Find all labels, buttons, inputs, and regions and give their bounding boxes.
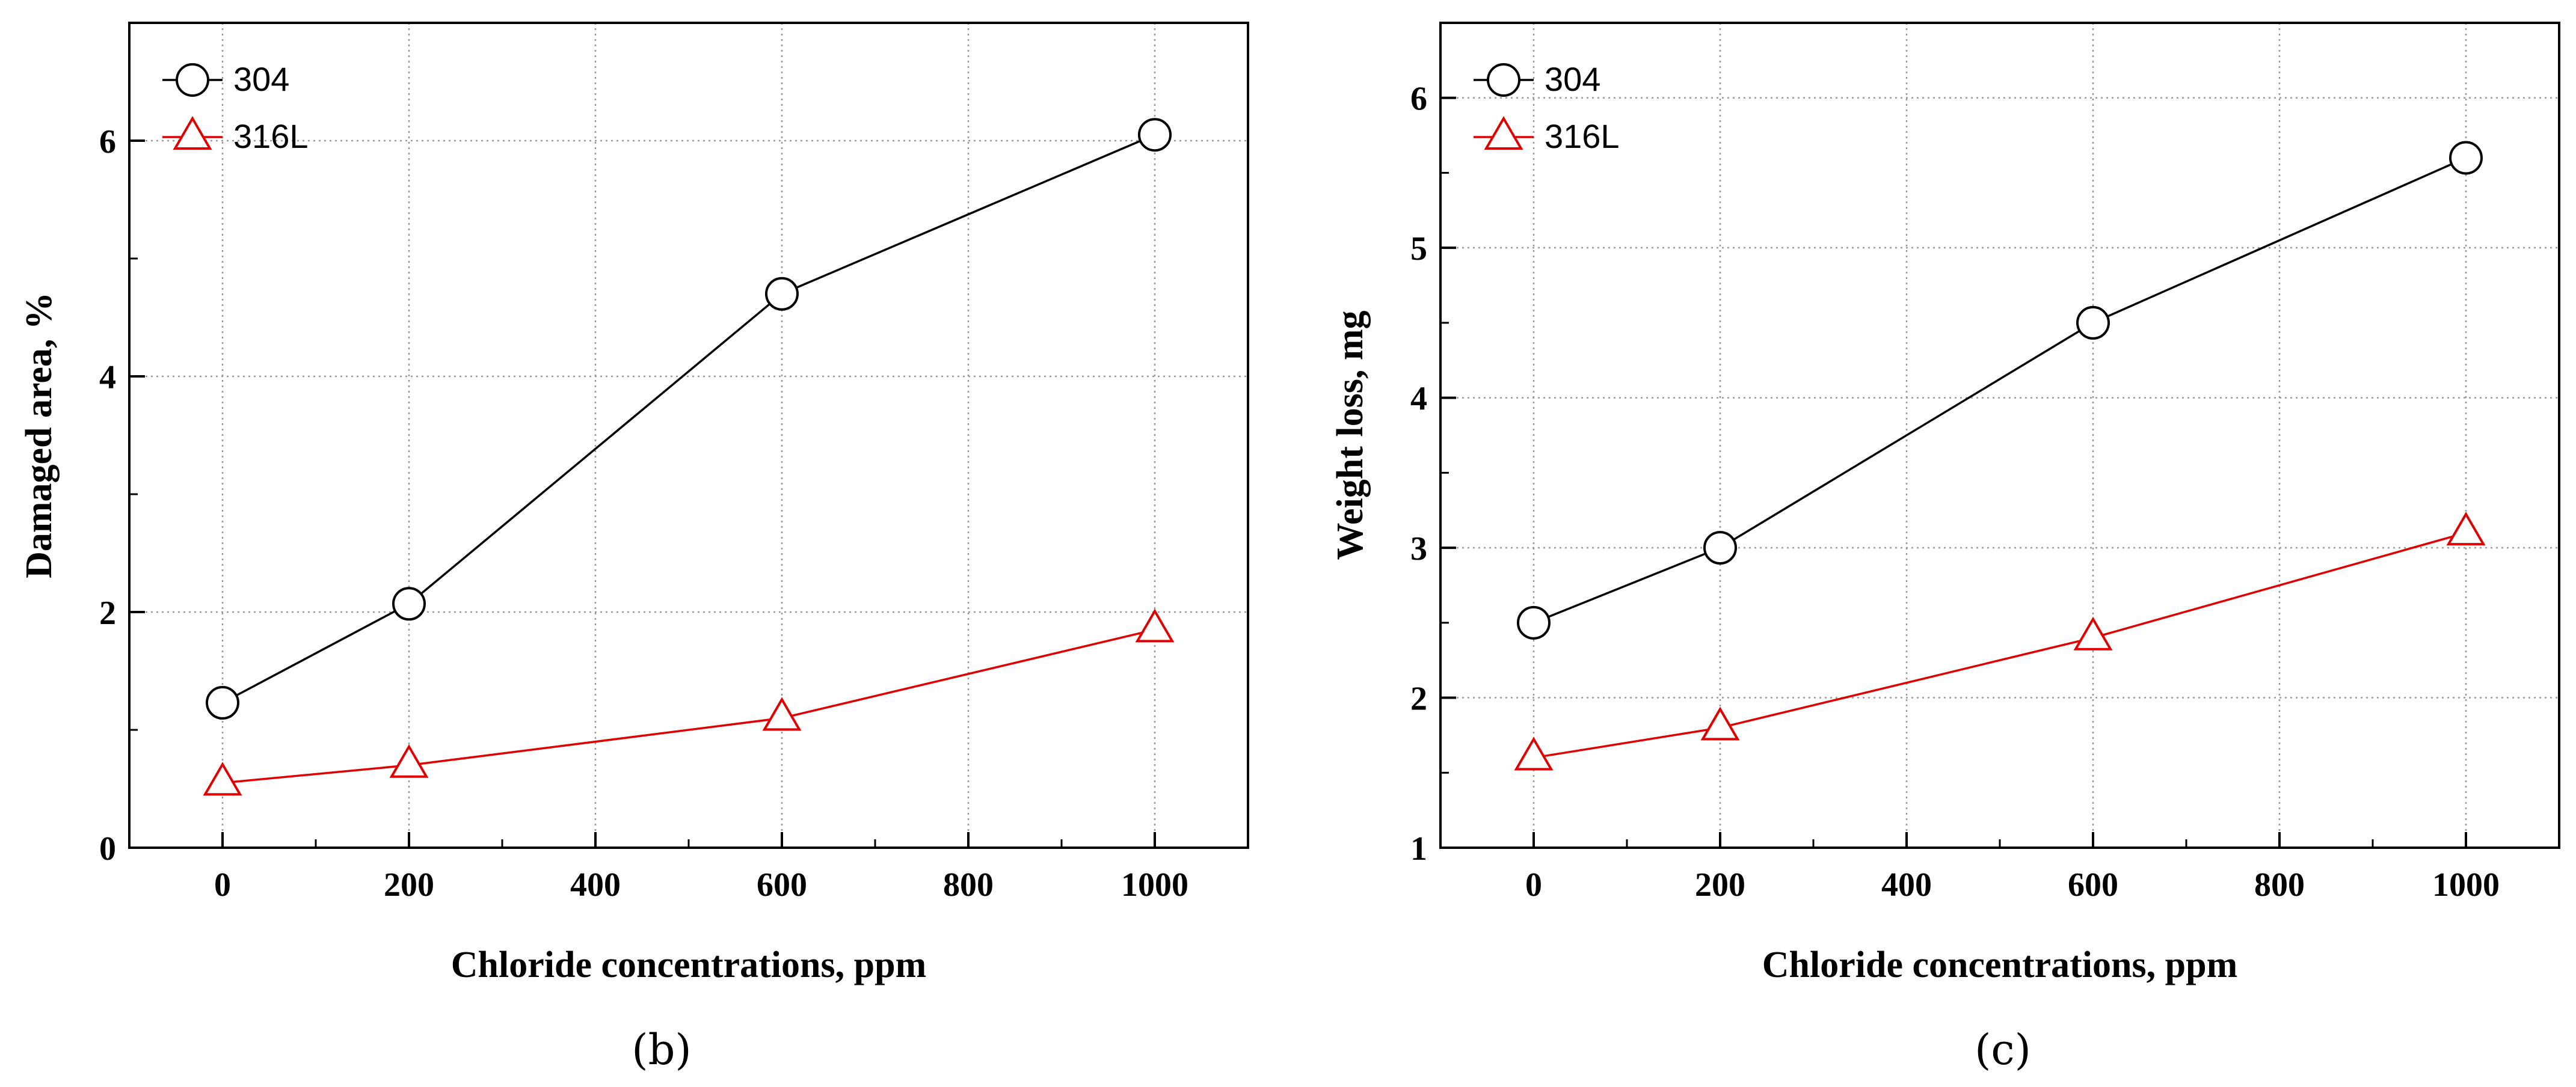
- series-line: [1533, 156, 2467, 624]
- data-point-circle: [1703, 531, 1737, 565]
- x-tick-label: 200: [384, 866, 434, 904]
- data-point-circle: [176, 63, 209, 97]
- y-tick-label: 2: [99, 595, 116, 632]
- data-point-triangle: [1135, 608, 1175, 643]
- data-point-circle: [2076, 305, 2110, 340]
- data-point-triangle: [1484, 116, 1523, 150]
- x-tick-label: 200: [1695, 866, 1745, 904]
- x-tick-label: 400: [570, 866, 621, 904]
- series-304: [1517, 141, 2483, 640]
- y-tick-label: 6: [1410, 81, 1427, 118]
- x-tick-label: 600: [757, 866, 807, 904]
- x-tick-label: 0: [214, 866, 231, 904]
- x-tick-label: 800: [943, 866, 994, 904]
- panel-label: (c): [1975, 1025, 2031, 1074]
- data-point-circle: [1138, 118, 1172, 152]
- data-point-circle: [206, 685, 239, 720]
- legend-entry-316L: 316L: [162, 116, 309, 155]
- y-tick-label: 4: [1410, 381, 1427, 418]
- x-tick-label: 1000: [2432, 866, 2500, 904]
- legend-label: 304: [233, 60, 289, 98]
- data-point-circle: [2449, 141, 2483, 175]
- legend-label: 316L: [233, 117, 309, 155]
- legend-label: 316L: [1545, 117, 1620, 155]
- data-point-triangle: [2073, 616, 2113, 651]
- y-tick-label: 1: [1410, 830, 1427, 868]
- data-point-circle: [392, 587, 426, 621]
- y-tick-label: 5: [1410, 230, 1427, 268]
- y-axis-title: Damaged area, %: [19, 292, 60, 578]
- data-point-triangle: [389, 744, 429, 778]
- series-316L: [1514, 512, 2486, 771]
- series-316L: [203, 608, 1175, 796]
- series-line: [1533, 531, 2467, 759]
- panel-label: (b): [632, 1025, 691, 1074]
- y-tick-label: 3: [1410, 530, 1427, 568]
- data-point-circle: [1487, 63, 1520, 97]
- legend-label: 304: [1545, 60, 1600, 98]
- data-point-circle: [765, 277, 799, 311]
- data-point-triangle: [1514, 736, 1554, 771]
- x-tick-label: 1000: [1121, 866, 1188, 904]
- data-point-triangle: [762, 697, 802, 731]
- x-tick-label: 600: [2068, 866, 2118, 904]
- chart-panel-2: 0 200 400 600 800 1000 1 2 3 4 5 6 Chloride concentr…: [1330, 22, 2560, 1074]
- data-point-triangle: [173, 116, 212, 150]
- y-tick-label: 0: [99, 830, 116, 868]
- y-tick-label: 2: [1410, 681, 1427, 718]
- x-axis-title: Chloride concentrations, ppm: [1762, 945, 2238, 985]
- x-tick-label: 400: [1881, 866, 1932, 904]
- legend-entry-304: 304: [1474, 60, 1600, 98]
- y-axis-title: Weight loss, mg: [1330, 310, 1371, 560]
- y-tick-label: 6: [99, 123, 116, 161]
- x-tick-label: 800: [2254, 866, 2305, 904]
- x-tick-label: 0: [1525, 866, 1542, 904]
- chart-panel-1: 0 200 400 600 800 1000 0 2 4 6 Chloride concentrat…: [19, 22, 1249, 1074]
- data-point-triangle: [1700, 706, 1740, 741]
- series-304: [206, 118, 1172, 720]
- x-axis-title: Chloride concentrations, ppm: [451, 945, 927, 985]
- data-point-circle: [1517, 605, 1551, 640]
- series-line: [222, 628, 1155, 784]
- legend-entry-304: 304: [162, 60, 289, 98]
- y-tick-label: 4: [99, 359, 116, 396]
- data-point-triangle: [2446, 512, 2486, 546]
- data-point-triangle: [203, 762, 242, 796]
- series-line: [222, 133, 1155, 704]
- legend-entry-316L: 316L: [1474, 116, 1620, 155]
